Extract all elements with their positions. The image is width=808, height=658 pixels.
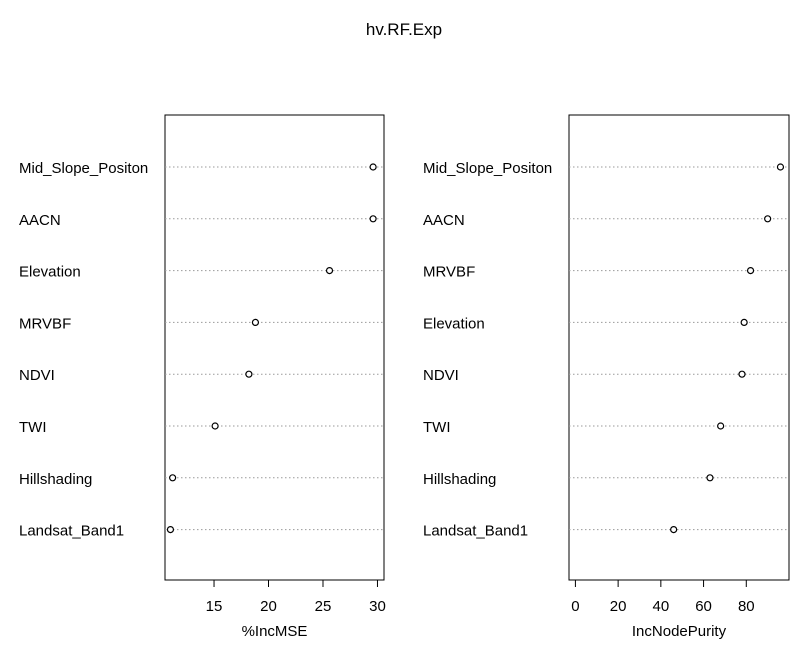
category-label: NDVI <box>423 367 459 384</box>
x-tick-label: 40 <box>653 598 670 615</box>
plot-frame <box>164 114 385 581</box>
data-point <box>369 215 377 223</box>
category-label: AACN <box>19 212 61 229</box>
category-label: Hillshading <box>423 471 496 488</box>
data-point <box>670 525 678 534</box>
data-point <box>717 422 725 430</box>
category-label: Elevation <box>423 315 485 332</box>
category-label: AACN <box>423 212 465 229</box>
category-label: TWI <box>423 419 451 436</box>
category-label: Mid_Slope_Positon <box>19 160 148 177</box>
figure-title: hv.RF.Exp <box>366 20 442 39</box>
data-point <box>251 318 260 326</box>
x-tick-label: 0 <box>571 598 579 615</box>
data-point <box>169 474 177 482</box>
category-label: Landsat_Band1 <box>423 523 528 540</box>
plot-frame <box>568 114 790 581</box>
category-label: Mid_Slope_Positon <box>423 160 552 177</box>
category-label: TWI <box>19 419 47 436</box>
data-point <box>325 267 334 275</box>
data-point <box>746 267 755 275</box>
data-point <box>738 370 746 378</box>
category-label: MRVBF <box>423 264 475 281</box>
x-tick-label: 20 <box>260 598 277 615</box>
category-label: Elevation <box>19 264 81 281</box>
x-tick-label: 20 <box>610 598 627 615</box>
category-label: NDVI <box>19 367 55 384</box>
data-point <box>740 318 748 326</box>
x-tick-label: 25 <box>315 598 332 615</box>
category-label: Hillshading <box>19 471 92 488</box>
x-axis-label: %IncMSE <box>242 623 308 640</box>
category-label: MRVBF <box>19 315 71 332</box>
x-tick-label: 60 <box>695 598 712 615</box>
data-point <box>706 474 714 482</box>
data-point <box>245 370 253 378</box>
x-tick-label: 15 <box>206 598 223 615</box>
category-label: Landsat_Band1 <box>19 523 124 540</box>
data-point <box>764 215 772 223</box>
x-tick-label: 30 <box>369 598 386 615</box>
x-tick-label: 80 <box>738 598 755 615</box>
x-axis-label: IncNodePurity <box>632 623 727 640</box>
data-point <box>166 525 175 534</box>
panel-incmse: Mid_Slope_Positon AACN Elevation MRVBF NDVI T… <box>19 114 386 640</box>
panel-incnodepurity: Mid_Slope_Positon AACN MRVBF Elevation NDVI T… <box>423 114 790 640</box>
data-point <box>776 163 785 171</box>
data-point <box>211 422 219 430</box>
data-point <box>369 163 377 171</box>
